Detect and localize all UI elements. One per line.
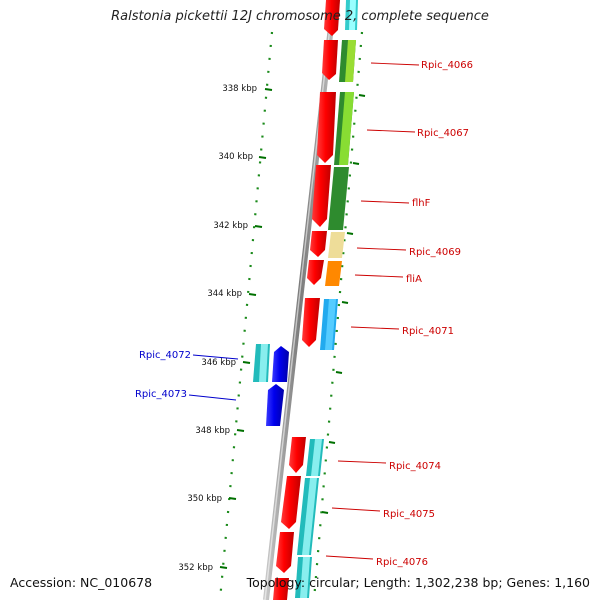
gene-flia[interactable] [307,260,342,286]
cds-arrow [317,92,336,163]
category-block [259,344,268,382]
gene-rpic-4073[interactable] [266,384,284,426]
gene-label-rpic-4072[interactable]: Rpic_4072 [139,350,239,361]
category-block [302,478,317,555]
tick-label: 340 kbp [218,152,253,162]
tick-344-kbp: 344 kbp [207,289,257,299]
chromosome-backbone [263,0,337,600]
svg-text:Rpic_4073: Rpic_4073 [135,389,187,400]
cds-arrow [276,532,294,573]
gene-label-rpic-4067[interactable]: Rpic_4067 [366,128,469,139]
svg-text:flhF: flhF [412,198,431,209]
svg-text:Rpic_4074: Rpic_4074 [389,461,441,472]
tick-label: 342 kbp [213,221,248,231]
gene-label-rpic-4071[interactable]: Rpic_4071 [350,326,454,337]
gene-label-rpic-4074[interactable]: Rpic_4074 [337,460,441,472]
tick-label: 346 kbp [201,358,236,368]
cds-arrow [302,298,320,347]
tick-346-kbp: 346 kbp [201,358,251,368]
gene-flhf[interactable] [312,165,349,230]
svg-text:Rpic_4071: Rpic_4071 [402,326,454,337]
backbone-highlight [264,0,334,600]
category-block [345,40,356,82]
tick-label: 352 kbp [178,563,213,573]
tick-352-kbp: 352 kbp [178,563,228,573]
gene-label-rpic-4069[interactable]: Rpic_4069 [356,247,461,258]
cds-arrow [310,231,327,257]
category-block [325,299,336,350]
inner-dotted-guide [218,31,274,600]
gene-rpic-4074[interactable] [289,437,324,476]
gene-rpic-4069[interactable] [310,231,345,258]
cds-arrow [281,476,301,529]
category-block [339,92,354,165]
topology-summary: Topology: circular; Length: 1,302,238 bp… [246,575,590,590]
tick-label: 338 kbp [222,84,257,94]
gene-rpic-4076[interactable] [276,532,312,598]
svg-text:Rpic_4066: Rpic_4066 [421,60,473,71]
svg-text:Rpic_4076: Rpic_4076 [376,557,428,568]
tick-342-kbp: 342 kbp [213,221,263,231]
gene-label-flhf[interactable]: flhF [360,198,431,209]
cds-arrow [312,165,331,227]
category-block [325,261,342,286]
gene-rpic-4071[interactable] [302,298,338,350]
cds-arrow [322,40,338,80]
svg-text:Rpic_4067: Rpic_4067 [417,128,469,139]
gene-label-flia[interactable]: fliA [354,274,422,285]
tick-350-kbp: 350 kbp [187,494,237,504]
partial-gene-bottom [273,578,289,600]
cds-arrow [307,260,324,285]
gene-label-rpic-4075[interactable]: Rpic_4075 [331,507,435,520]
cds-arrow [266,384,284,426]
category-block [328,232,345,258]
map-title: Ralstonia pickettii 12J chromosome 2, co… [111,9,489,24]
tick-label: 348 kbp [195,426,230,436]
gene-rpic-4075[interactable] [281,476,319,555]
gene-label-rpic-4073[interactable]: Rpic_4073 [135,389,237,401]
gene-label-rpic-4066[interactable]: Rpic_4066 [370,60,473,71]
category-block [311,439,322,476]
cds-arrow [272,346,289,382]
svg-text:fliA: fliA [406,274,422,285]
tick-label: 350 kbp [187,494,222,504]
gene-label-rpic-4076[interactable]: Rpic_4076 [325,555,428,568]
scale-ticks: 338 kbp 340 kbp 342 kbp 344 kbp 346 kbp … [178,84,273,573]
cds-arrow [289,437,306,473]
tick-340-kbp: 340 kbp [218,152,267,162]
outer-scale-dashes [321,94,366,514]
category-block [328,167,349,230]
accession-text: Accession: NC_010678 [10,575,153,590]
tick-label: 344 kbp [207,289,242,299]
gene-rpic-4066[interactable] [322,40,356,82]
category-block [300,557,310,598]
partial-gene-top [324,0,358,36]
svg-text:Rpic_4072: Rpic_4072 [139,350,191,361]
tick-338-kbp: 338 kbp [222,84,273,94]
gene-rpic-4072[interactable] [253,344,289,382]
gene-rpic-4067[interactable] [317,92,354,165]
svg-text:Rpic_4069: Rpic_4069 [409,247,461,258]
svg-text:Rpic_4075: Rpic_4075 [383,509,435,520]
tick-348-kbp: 348 kbp [195,426,245,436]
